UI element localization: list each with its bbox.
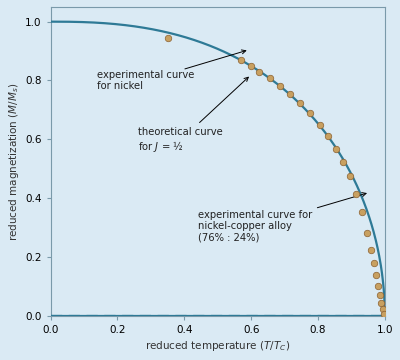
Point [381, 311, 387, 317]
Point [248, 63, 254, 69]
Text: experimental curve for
nickel-copper alloy
(76% : 24%): experimental curve for nickel-copper all… [198, 193, 366, 243]
Point [296, 100, 303, 106]
Point [359, 210, 365, 215]
Point [164, 35, 171, 41]
Point [238, 58, 244, 63]
Point [371, 261, 377, 266]
Point [378, 300, 385, 306]
Point [276, 83, 283, 89]
Point [364, 230, 371, 236]
X-axis label: reduced temperature ($T/T_C$): reduced temperature ($T/T_C$) [145, 339, 290, 353]
Text: theoretical curve
for $J$ = ½: theoretical curve for $J$ = ½ [138, 77, 248, 154]
Point [306, 111, 313, 116]
Text: experimental curve
for nickel: experimental curve for nickel [98, 50, 246, 91]
Point [353, 192, 360, 197]
Point [333, 146, 340, 152]
Point [375, 284, 382, 289]
Point [325, 134, 331, 139]
Point [256, 69, 263, 75]
Point [368, 247, 375, 253]
Point [346, 174, 353, 179]
Point [266, 75, 273, 81]
Point [340, 159, 346, 165]
Point [380, 306, 386, 312]
Y-axis label: reduced magnetization ($M/M_s$): reduced magnetization ($M/M_s$) [7, 82, 21, 240]
Point [373, 273, 380, 278]
Point [286, 91, 293, 97]
Point [316, 122, 323, 128]
Point [377, 292, 383, 298]
